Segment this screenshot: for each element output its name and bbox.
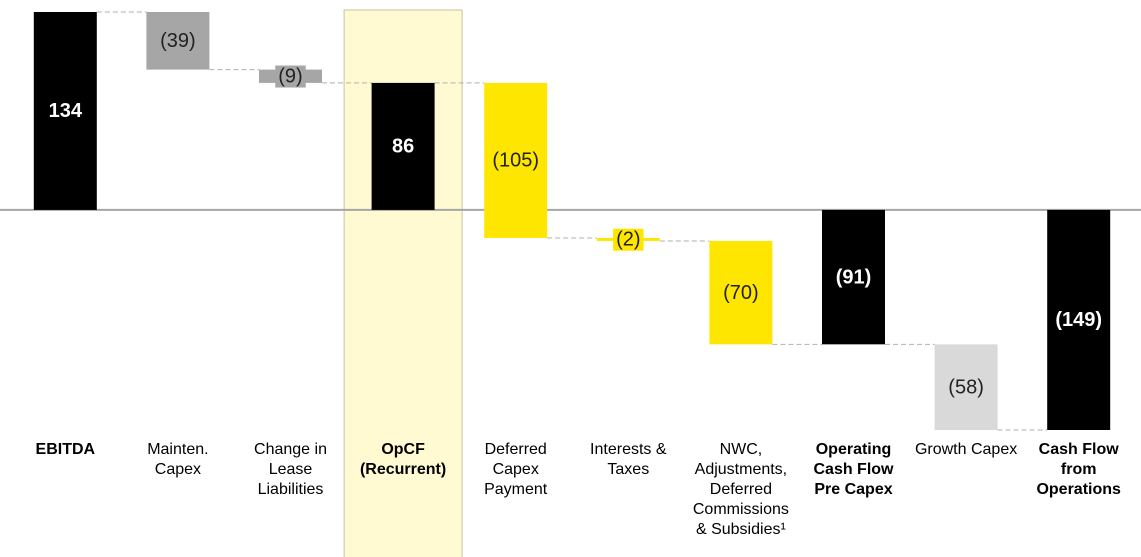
category-label: Operating Cash Flow Pre Capex (813, 441, 894, 498)
value-label: (39) (160, 30, 196, 52)
value-label: (9) (278, 66, 302, 88)
category-label: Change in Lease Liabilities (254, 441, 327, 498)
value-label: (70) (723, 282, 759, 304)
value-label: 86 (392, 136, 414, 158)
category-label: Interests & Taxes (590, 441, 667, 478)
bar (934, 344, 998, 430)
category-label: OpCF (Recurrent) (359, 441, 447, 478)
category-label: Mainten. Capex (147, 441, 209, 478)
bar (33, 12, 97, 210)
value-label: (2) (616, 229, 640, 251)
bar (822, 209, 885, 345)
value-label: (58) (948, 376, 984, 398)
label-bg (613, 228, 644, 251)
value-label: (105) (492, 150, 539, 172)
category-label: EBITDA (35, 441, 96, 458)
bar (1047, 209, 1111, 430)
label-bg (275, 65, 306, 88)
category-label: Deferred Capex Payment (484, 441, 548, 498)
bar (484, 82, 548, 238)
value-label: (149) (1055, 309, 1102, 331)
category-label: Cash Flow from Operations (1036, 441, 1121, 498)
category-label: Growth Capex (914, 441, 1018, 458)
bar (371, 82, 435, 210)
category-label: NWC, Adjustments, Deferred Commissions &… (692, 441, 789, 538)
value-label: 134 (49, 100, 83, 122)
bar (709, 240, 773, 345)
bar (146, 12, 210, 70)
value-label: (91) (836, 266, 872, 288)
